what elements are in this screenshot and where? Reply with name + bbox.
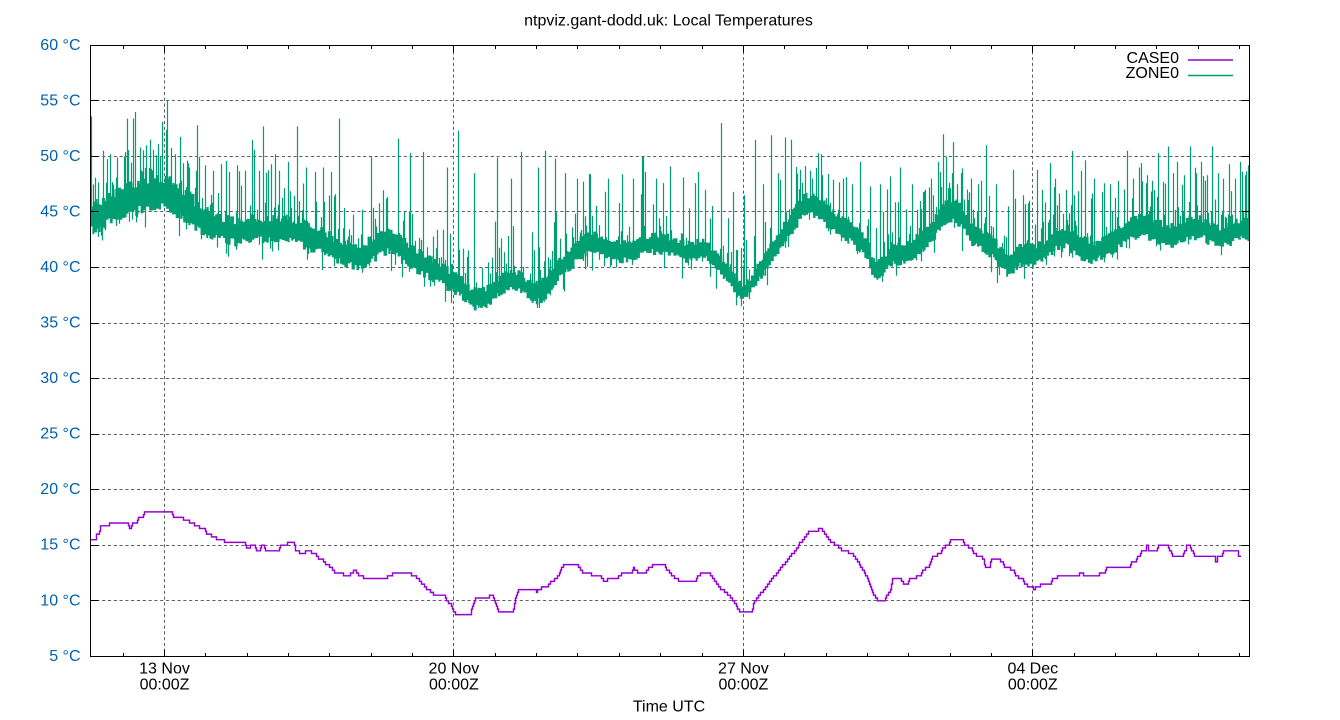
svg-text:50 °C: 50 °C	[40, 148, 80, 165]
svg-text:40 °C: 40 °C	[40, 259, 80, 276]
svg-text:ntpviz.gant-dodd.uk: Local Tem: ntpviz.gant-dodd.uk: Local Temperatures	[524, 12, 813, 29]
svg-text:35 °C: 35 °C	[40, 315, 80, 332]
svg-text:00:00Z: 00:00Z	[429, 676, 479, 693]
svg-text:60 °C: 60 °C	[40, 37, 80, 54]
svg-text:30 °C: 30 °C	[40, 370, 80, 387]
svg-text:00:00Z: 00:00Z	[1008, 676, 1058, 693]
svg-text:20 °C: 20 °C	[40, 481, 80, 498]
svg-text:00:00Z: 00:00Z	[718, 676, 768, 693]
svg-text:25 °C: 25 °C	[40, 426, 80, 443]
svg-text:55 °C: 55 °C	[40, 92, 80, 109]
svg-text:27 Nov: 27 Nov	[718, 661, 769, 678]
svg-text:10 °C: 10 °C	[40, 592, 80, 609]
svg-text:5 °C: 5 °C	[49, 648, 80, 665]
svg-text:ZONE0: ZONE0	[1126, 65, 1179, 82]
svg-text:45 °C: 45 °C	[40, 203, 80, 220]
svg-text:Time UTC: Time UTC	[633, 698, 705, 715]
svg-text:15 °C: 15 °C	[40, 537, 80, 554]
svg-text:20 Nov: 20 Nov	[429, 661, 480, 678]
svg-text:04 Dec: 04 Dec	[1007, 661, 1058, 678]
svg-text:CASE0: CASE0	[1127, 50, 1180, 67]
svg-text:00:00Z: 00:00Z	[140, 676, 190, 693]
svg-text:13 Nov: 13 Nov	[139, 661, 190, 678]
